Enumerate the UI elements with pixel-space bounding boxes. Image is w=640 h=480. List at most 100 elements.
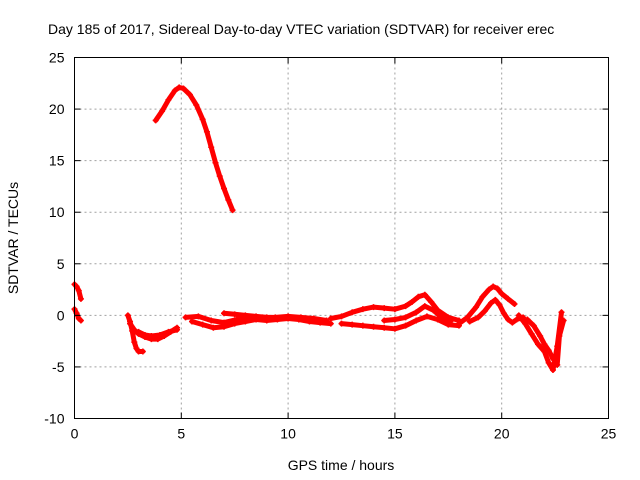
data-point [148, 332, 155, 339]
data-point [133, 345, 140, 352]
data-point [159, 108, 166, 115]
data-point [75, 287, 82, 294]
data-point [524, 316, 531, 323]
data-point [554, 361, 561, 368]
x-tick-label: 10 [280, 426, 296, 442]
data-point [124, 312, 131, 319]
x-tick-label: 5 [177, 426, 185, 442]
data-point [253, 313, 260, 320]
x-tick-label: 20 [494, 426, 510, 442]
data-point [208, 144, 215, 151]
y-tick-label: 5 [57, 256, 65, 272]
data-point [530, 322, 537, 329]
x-tick-label: 25 [601, 426, 617, 442]
data-point [141, 331, 148, 338]
chart-title: Day 185 of 2017, Sidereal Day-to-day VTE… [48, 21, 554, 37]
data-point [327, 315, 334, 322]
data-point [423, 313, 430, 320]
data-point [402, 322, 409, 329]
data-point [176, 84, 183, 91]
series-high-arc [152, 84, 236, 214]
y-tick-label: -10 [44, 411, 64, 427]
data-point [488, 299, 495, 306]
data-point [413, 309, 420, 316]
data-point [479, 293, 486, 300]
y-tick-label: 15 [49, 153, 65, 169]
data-point [430, 307, 437, 314]
data-point [438, 314, 445, 321]
data-point [127, 320, 134, 327]
data-point [545, 347, 552, 354]
series-afternoon-b [338, 313, 462, 332]
data-point [370, 323, 377, 330]
data-point [447, 318, 454, 325]
data-point [193, 101, 200, 108]
data-point [285, 314, 292, 321]
data-point [306, 318, 313, 325]
series-trace [72, 281, 84, 302]
data-point [556, 332, 563, 339]
data-point [77, 295, 84, 302]
data-point [500, 310, 507, 317]
data-point [195, 313, 202, 320]
data-point [391, 316, 398, 323]
data-point [156, 331, 163, 338]
data-point [402, 303, 409, 310]
data-point [199, 321, 206, 328]
data-point [528, 330, 535, 337]
data-point [188, 318, 195, 325]
data-point [391, 306, 398, 313]
data-point [349, 309, 356, 316]
data-point [381, 324, 388, 331]
data-point [475, 314, 482, 321]
data-point [135, 328, 142, 335]
data-point [131, 339, 138, 346]
x-axis-label: GPS time / hours [288, 457, 395, 473]
data-point [231, 320, 238, 327]
y-tick-label: 10 [49, 204, 65, 220]
data-point [221, 310, 228, 317]
data-point [165, 96, 172, 103]
data-point [545, 359, 552, 366]
data-point [466, 318, 473, 325]
data-point [225, 196, 232, 203]
data-point [498, 290, 505, 297]
series-evening-b [466, 296, 527, 326]
series-trace [153, 84, 236, 213]
data-point [242, 312, 249, 319]
data-point [182, 314, 189, 321]
data-point [231, 311, 238, 318]
data-point [349, 321, 356, 328]
series-late-trace-b [524, 316, 567, 368]
data-point [492, 296, 499, 303]
data-point [199, 116, 206, 123]
data-point [203, 128, 210, 135]
data-point [513, 316, 520, 323]
data-point [496, 302, 503, 309]
data-point [421, 303, 428, 310]
data-point [490, 283, 497, 290]
data-point [415, 293, 422, 300]
data-point [537, 332, 544, 339]
data-point [338, 320, 345, 327]
y-tick-label: 25 [49, 50, 65, 66]
data-point [381, 317, 388, 324]
data-point [152, 117, 159, 124]
data-point [481, 308, 488, 315]
data-point [485, 286, 492, 293]
data-point [77, 317, 84, 324]
data-point [402, 314, 409, 321]
data-point [549, 367, 556, 374]
data-point [359, 306, 366, 313]
data-point [549, 355, 556, 362]
data-point [338, 313, 345, 320]
data-point [505, 316, 512, 323]
series-early-segment-a [71, 281, 84, 302]
data-point [274, 315, 281, 322]
data-point [139, 348, 146, 355]
data-point [180, 85, 187, 92]
data-point [391, 325, 398, 332]
plot-frame [74, 57, 609, 419]
data-point [522, 320, 529, 327]
data-point [165, 328, 172, 335]
